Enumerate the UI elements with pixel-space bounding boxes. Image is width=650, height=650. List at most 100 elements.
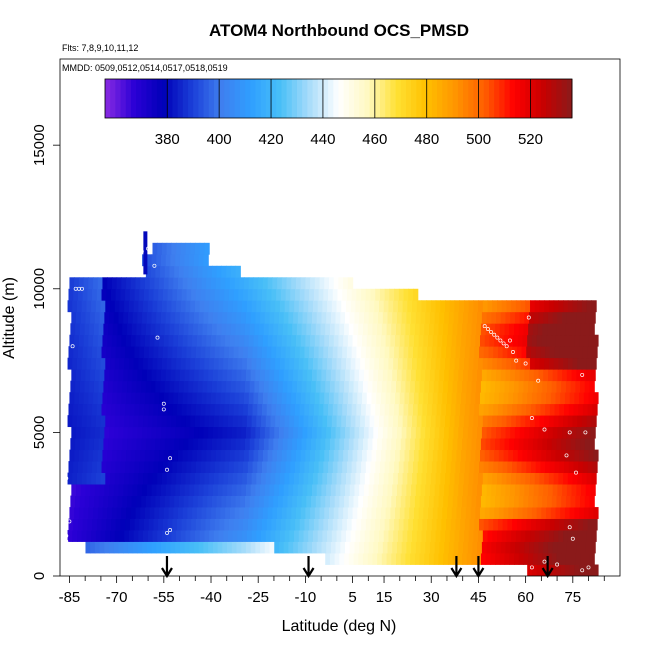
heat-cell: [411, 311, 417, 324]
heat-cell: [87, 288, 93, 301]
heat-cell: [442, 392, 448, 405]
heat-cell: [339, 380, 345, 393]
heat-cell: [434, 426, 441, 439]
heat-cell: [525, 300, 531, 313]
heat-cell: [518, 438, 525, 451]
heat-cell: [284, 300, 290, 313]
x-tick-label: 45: [470, 589, 487, 606]
heat-cell: [361, 346, 367, 359]
heat-cell: [396, 369, 403, 382]
heat-cell: [464, 461, 471, 473]
heat-cell: [504, 380, 510, 393]
heat-cell: [114, 530, 121, 542]
heat-cell: [567, 415, 574, 428]
heat-cell: [78, 334, 85, 347]
colorbar-segment: [281, 79, 288, 118]
heat-cell: [324, 334, 330, 347]
heat-cell: [296, 380, 303, 393]
heat-cell: [110, 288, 117, 301]
heat-cell: [152, 242, 158, 255]
heat-cell: [558, 472, 564, 485]
heat-cell: [109, 541, 115, 554]
heat-cell: [188, 323, 194, 336]
heat-cell: [532, 323, 539, 336]
heat-cell: [245, 369, 252, 382]
heat-cell: [424, 323, 430, 336]
heat-cell: [567, 530, 574, 542]
heat-cell: [162, 346, 169, 359]
heat-cell: [288, 311, 294, 324]
heat-cell: [560, 334, 566, 347]
heat-cell: [124, 357, 130, 370]
heat-cell: [150, 495, 156, 508]
heat-cell: [447, 323, 454, 336]
heat-cell: [146, 541, 153, 554]
heat-cell: [548, 357, 555, 370]
heat-cell: [303, 357, 309, 370]
heat-cell: [461, 449, 467, 462]
heat-cell: [446, 507, 453, 519]
heat-cell: [145, 495, 152, 508]
heat-cell: [90, 311, 96, 324]
heat-cell: [459, 357, 465, 370]
colorbar-segment: [442, 79, 448, 118]
heat-cell: [440, 357, 446, 370]
heat-cell: [535, 518, 542, 531]
heat-cell: [544, 530, 550, 542]
heat-cell: [152, 357, 158, 370]
heat-cell: [383, 357, 390, 370]
heat-cell: [245, 484, 252, 496]
heat-cell: [330, 426, 337, 439]
heat-cell: [216, 438, 222, 451]
heat-cell: [530, 357, 536, 370]
heat-cell: [335, 311, 341, 324]
heat-cell: [453, 541, 459, 554]
heat-cell: [292, 438, 298, 451]
heat-cell: [402, 472, 408, 485]
heat-cell: [556, 438, 562, 451]
heat-cell: [337, 403, 343, 416]
heat-cell: [279, 472, 286, 485]
heat-cell: [344, 380, 350, 393]
heat-cell: [255, 484, 261, 496]
heat-cell: [311, 495, 317, 508]
heat-cell: [206, 392, 212, 405]
heat-cell: [328, 277, 335, 290]
heat-cell: [402, 357, 408, 370]
heat-cell: [170, 484, 176, 496]
heat-cell: [362, 392, 368, 405]
heat-cell: [386, 380, 392, 393]
heat-cell: [91, 530, 97, 542]
heat-cell: [382, 369, 389, 382]
heat-cell: [228, 472, 234, 485]
heat-cell: [256, 415, 262, 428]
heat-cell: [208, 484, 214, 496]
heat-cell: [372, 438, 378, 451]
heat-cell: [124, 300, 130, 313]
heat-cell: [122, 495, 128, 508]
heat-cell: [436, 403, 442, 416]
heat-cell: [231, 369, 238, 382]
heat-cell: [152, 530, 158, 542]
heat-cell: [165, 541, 172, 554]
heat-cell: [462, 438, 468, 451]
colorbar-segment: [447, 79, 454, 118]
heat-cell: [174, 438, 180, 451]
colorbar-segment: [561, 79, 568, 118]
heat-cell: [69, 392, 75, 405]
colorbar-segment: [333, 79, 339, 118]
heat-cell: [244, 449, 250, 462]
heat-cell: [420, 369, 426, 382]
colorbar-segment: [130, 79, 137, 118]
heat-cell: [547, 495, 553, 508]
heat-cell: [206, 277, 212, 290]
heat-cell: [132, 311, 138, 324]
heat-cell: [175, 484, 181, 496]
heat-cell: [323, 403, 329, 416]
heat-cell: [134, 403, 140, 416]
colorbar-segment: [136, 79, 142, 118]
heat-cell: [319, 507, 325, 519]
heat-cell: [189, 311, 195, 324]
heat-cell: [178, 495, 185, 508]
heat-cell: [399, 449, 406, 462]
